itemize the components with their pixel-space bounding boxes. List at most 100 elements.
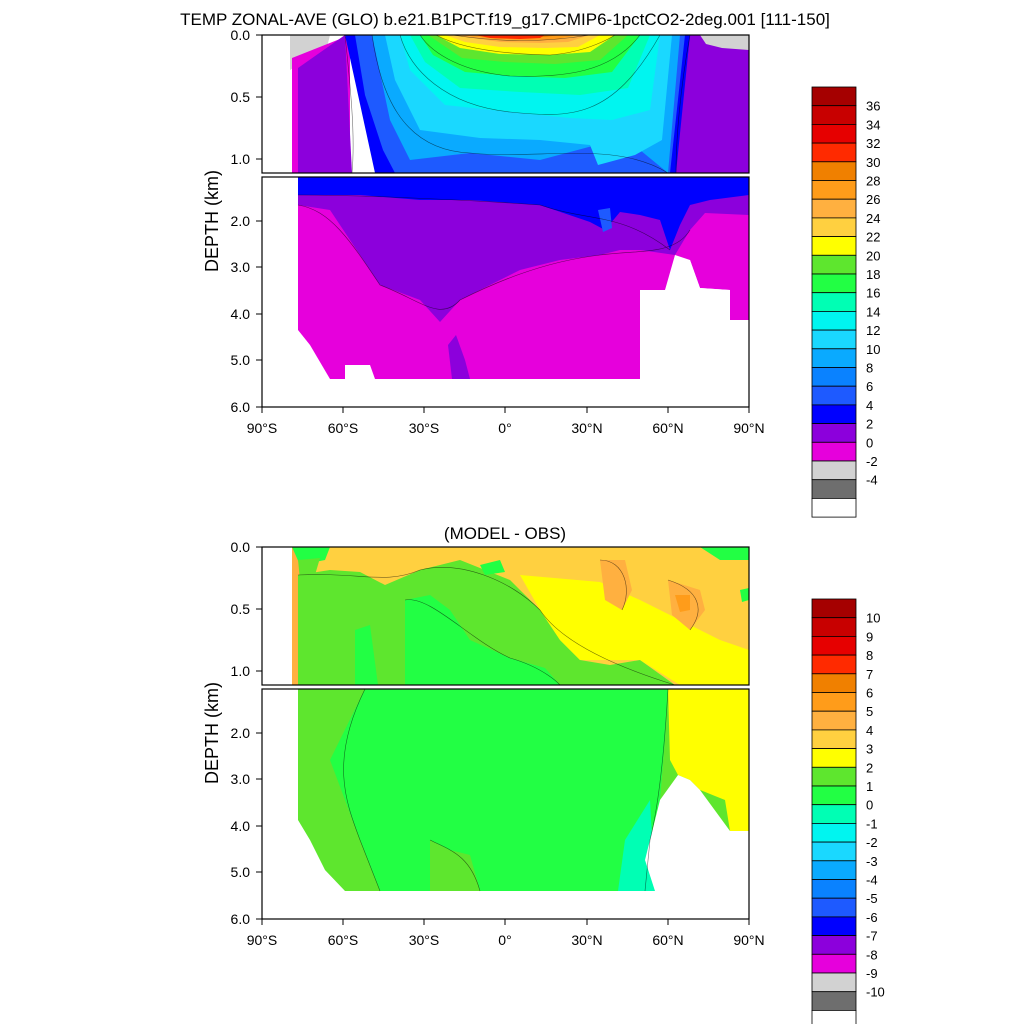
temp-y-tick: 6.0 — [231, 399, 251, 415]
colorbar-label: 8 — [866, 361, 873, 376]
colorbar-swatch — [811, 673, 857, 693]
diff-y-axis-label: DEPTH (km) — [202, 682, 222, 784]
diff-lower-field — [262, 689, 749, 919]
colorbar-label: -4 — [866, 873, 878, 888]
colorbar-swatch — [811, 1010, 857, 1024]
colorbar-swatch — [811, 217, 857, 237]
temp-x-tick: 30°N — [571, 420, 602, 436]
temp-y-tick: 3.0 — [231, 259, 251, 275]
colorbar-swatch — [811, 497, 857, 518]
colorbar-swatch — [811, 953, 857, 974]
diff-panel-title: (MODEL - OBS) — [444, 524, 566, 543]
colorbar-label: 5 — [866, 704, 873, 719]
colorbar-label: 10 — [866, 611, 880, 626]
colorbar-swatch — [811, 729, 857, 750]
colorbar-swatch — [811, 785, 857, 806]
colorbar-label: -9 — [866, 966, 878, 981]
colorbar-swatch — [811, 823, 857, 843]
colorbar-label: 22 — [866, 230, 880, 245]
temp-x-tick: 0° — [498, 420, 511, 436]
colorbar-label: 16 — [866, 286, 880, 301]
colorbar-swatch — [811, 142, 857, 163]
colorbar-label: 10 — [866, 342, 880, 357]
temp-upper-field — [262, 35, 749, 173]
diff-x-tick: 30°N — [571, 932, 602, 948]
temp-panel-title: TEMP ZONAL-AVE (GLO) b.e21.B1PCT.f19_g17… — [180, 10, 830, 29]
colorbar-label: -2 — [866, 454, 878, 469]
colorbar-swatch — [811, 105, 857, 125]
diff-y-tick: 1.0 — [231, 663, 251, 679]
colorbar-swatch — [811, 897, 857, 918]
colorbar-swatch — [811, 879, 857, 899]
diff-x-tick: 60°S — [328, 932, 359, 948]
diff-y-tick: 0.0 — [231, 539, 251, 555]
temp-y-tick: 1.0 — [231, 151, 251, 167]
colorbar-swatch — [811, 935, 857, 955]
colorbar-swatch — [811, 310, 857, 331]
colorbar-label: 36 — [866, 99, 880, 114]
colorbar-label: 26 — [866, 192, 880, 207]
colorbar-swatch — [811, 916, 857, 937]
colorbar-swatch — [811, 654, 857, 675]
colorbar-swatch — [811, 198, 857, 219]
colorbar-swatch — [811, 841, 857, 862]
diff-x-tick: 0° — [498, 932, 511, 948]
colorbar-label: 3 — [866, 742, 873, 757]
colorbar-label: -1 — [866, 816, 878, 831]
colorbar-label: 8 — [866, 648, 873, 663]
colorbar-swatch — [811, 292, 857, 312]
colorbar-label: -6 — [866, 910, 878, 925]
temp-panel: TEMP ZONAL-AVE (GLO) b.e21.B1PCT.f19_g17… — [180, 10, 880, 518]
colorbar-label: 9 — [866, 629, 873, 644]
diff-upper-field — [262, 547, 749, 685]
colorbar-swatch — [811, 367, 857, 387]
colorbar-swatch — [811, 710, 857, 731]
temp-axes: 0.0 0.5 1.0 2.0 3.0 4.0 5.0 6.0 90°S 60°… — [202, 27, 765, 436]
colorbar-label: 2 — [866, 417, 873, 432]
colorbar-label: -10 — [866, 985, 885, 1000]
colorbar-label: 6 — [866, 379, 873, 394]
temp-x-tick: 90°N — [733, 420, 764, 436]
colorbar-swatch — [811, 860, 857, 880]
diff-x-tick: 60°N — [652, 932, 683, 948]
colorbar-label: 20 — [866, 248, 880, 263]
colorbar-swatch — [811, 180, 857, 200]
colorbar-label: 0 — [866, 798, 873, 813]
colorbar-swatch — [811, 385, 857, 406]
colorbar-swatch — [811, 348, 857, 368]
colorbar-label: 6 — [866, 686, 873, 701]
diff-y-tick: 0.5 — [231, 601, 251, 617]
colorbar-swatch — [811, 636, 857, 656]
colorbar-label: 34 — [866, 117, 880, 132]
colorbar-label: -5 — [866, 891, 878, 906]
colorbar-swatch — [811, 692, 857, 712]
colorbar-label: -8 — [866, 947, 878, 962]
temp-x-tick: 90°S — [247, 420, 278, 436]
colorbar-swatch — [811, 273, 857, 294]
colorbar-label: 14 — [866, 304, 880, 319]
colorbar-label: 4 — [866, 723, 873, 738]
diff-upper-frame — [261, 546, 750, 686]
colorbar-swatch — [811, 441, 857, 462]
diff-x-tick: 30°S — [409, 932, 440, 948]
colorbar-label: 1 — [866, 779, 873, 794]
temp-upper-frame — [261, 34, 750, 174]
temp-y-tick: 0.0 — [231, 27, 251, 43]
colorbar-swatch — [811, 254, 857, 275]
colorbar-label: 30 — [866, 155, 880, 170]
temp-y-tick: 4.0 — [231, 306, 251, 322]
colorbar-swatch — [811, 460, 857, 481]
colorbar-swatch — [811, 804, 857, 824]
colorbar-swatch — [811, 236, 857, 256]
temp-x-tick: 30°S — [409, 420, 440, 436]
colorbar-label: 24 — [866, 211, 880, 226]
diff-x-tick: 90°N — [733, 932, 764, 948]
colorbar-swatch — [811, 124, 857, 144]
colorbar-label: 32 — [866, 136, 880, 151]
colorbar-label: 12 — [866, 323, 880, 338]
temp-y-tick: 5.0 — [231, 352, 251, 368]
colorbar-swatch — [811, 329, 857, 350]
